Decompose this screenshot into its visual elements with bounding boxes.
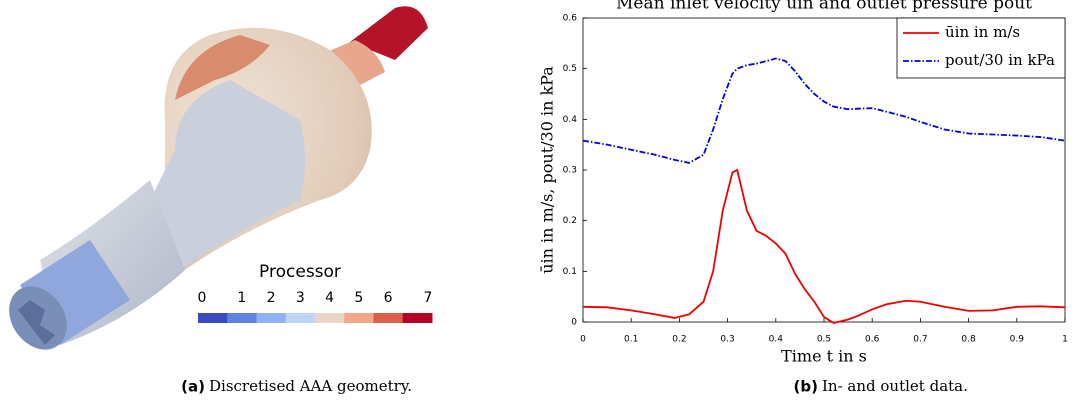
colorbar-swatch <box>402 313 433 323</box>
colorbar-swatch <box>227 313 257 323</box>
colorbar-label: 7 <box>424 290 433 306</box>
x-tick-label: 0.4 <box>769 335 784 345</box>
colorbar-label: 3 <box>296 290 305 306</box>
y-tick-label: 0.4 <box>563 115 578 125</box>
y-tick-label: 0.1 <box>563 267 577 277</box>
legend-label: pout/30 in kPa <box>945 51 1055 69</box>
colorbar-swatch <box>373 313 404 323</box>
y-tick-label: 0.5 <box>563 64 577 74</box>
colorbar-swatch <box>198 313 228 323</box>
legend-box <box>896 17 1066 79</box>
colorbar-label: 2 <box>267 290 276 306</box>
colorbar-label: 6 <box>384 290 393 306</box>
colorbar-label: 4 <box>325 290 334 306</box>
x-tick-label: 0.5 <box>817 335 831 345</box>
legend-label: ūin in m/s <box>945 23 1020 41</box>
x-tick-label: 1 <box>1062 335 1068 345</box>
y-tick-label: 0 <box>571 318 577 328</box>
series-line <box>582 57 1066 164</box>
colorbar-label: 5 <box>354 290 363 306</box>
colorbar-swatch <box>256 313 287 323</box>
region-6 <box>175 35 270 100</box>
x-tick-label: 0 <box>580 335 586 345</box>
outlet-tube <box>350 6 428 61</box>
colorbar-swatch <box>344 313 374 323</box>
region-3 <box>150 80 305 270</box>
x-tick-label: 0.6 <box>865 335 880 345</box>
series-line <box>582 168 1066 324</box>
colorbar-title: Processor <box>259 262 341 282</box>
caption-label: (b) <box>794 378 818 396</box>
x-axis-label: Time t in s <box>781 347 867 366</box>
x-tick-label: 0.9 <box>1010 335 1025 345</box>
y-tick-label: 0.6 <box>563 14 578 24</box>
x-tick-label: 0.8 <box>961 335 976 345</box>
colorbar-swatch <box>315 313 345 323</box>
x-tick-label: 0.1 <box>624 335 638 345</box>
chart-title: Mean inlet velocity ūin and outlet press… <box>616 0 1032 14</box>
colorbar-swatch <box>285 313 316 323</box>
geometry-render <box>9 6 428 350</box>
colorbar-label: 1 <box>237 290 246 306</box>
inlet-face-detail <box>18 300 55 345</box>
caption-label: (a) <box>181 378 205 396</box>
outlet-neck <box>320 40 385 85</box>
x-tick-label: 0.3 <box>720 335 734 345</box>
y-axis-label: ūin in m/s, pout/30 in kPa <box>538 66 557 274</box>
y-tick-label: 0.2 <box>563 216 577 226</box>
caption-text: In- and outlet data. <box>822 377 968 395</box>
x-tick-label: 0.7 <box>913 335 927 345</box>
caption-text: Discretised AAA geometry. <box>209 377 412 395</box>
colorbar: 0 1 2 3 4 5 6 7 <box>198 290 433 323</box>
x-tick-label: 0.2 <box>672 335 686 345</box>
colorbar-label: 0 <box>198 290 207 306</box>
y-tick-label: 0.3 <box>563 166 577 176</box>
